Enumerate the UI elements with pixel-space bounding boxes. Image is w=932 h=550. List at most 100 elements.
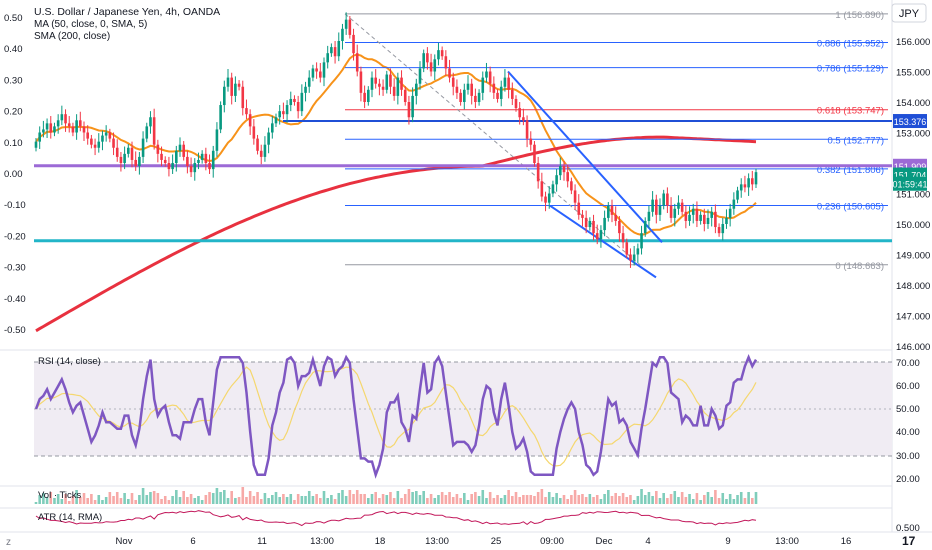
candle-body xyxy=(289,98,293,106)
candle-body xyxy=(710,211,713,218)
candle-body xyxy=(632,254,636,261)
candle-body xyxy=(603,217,606,231)
candle-body xyxy=(562,166,566,173)
volume-bar xyxy=(127,499,130,504)
candle-body xyxy=(34,141,38,148)
volume-bar xyxy=(680,492,684,504)
volume-bar xyxy=(695,493,699,504)
volume-bar xyxy=(592,497,595,504)
volume-bar xyxy=(655,491,658,504)
candle-body xyxy=(138,156,141,167)
candle-body xyxy=(101,135,104,142)
candle-body xyxy=(725,217,728,224)
volume-bar xyxy=(352,494,355,504)
candle-body xyxy=(459,92,462,102)
timezone-icon[interactable]: z xyxy=(6,537,11,548)
volume-bar xyxy=(348,490,352,504)
volume-bar xyxy=(112,496,115,504)
candle-body xyxy=(651,199,654,212)
candle-body xyxy=(337,41,341,57)
candle-body xyxy=(732,199,736,209)
candle-body xyxy=(49,123,53,133)
volume-bar xyxy=(252,496,256,504)
volume-bar xyxy=(396,491,400,504)
volume-bar xyxy=(319,498,322,504)
volume-bar xyxy=(300,496,304,504)
rsi-tick-label: 60.00 xyxy=(896,381,920,392)
candle-body xyxy=(407,102,411,118)
fib-level-label: 0 (148.663) xyxy=(835,261,884,272)
sma-indicator-label: SMA (200, close) xyxy=(34,31,110,42)
x-tick-label: 16 xyxy=(841,536,852,547)
currency-button[interactable] xyxy=(891,3,927,23)
volume-bar xyxy=(736,495,739,504)
candle-body xyxy=(67,123,71,127)
volume-bar xyxy=(197,496,200,504)
volume-bar xyxy=(163,496,167,504)
candle-body xyxy=(588,220,592,228)
volume-bar xyxy=(263,493,267,504)
volume-bar xyxy=(149,492,152,504)
atr-axis-value: 0.500 xyxy=(896,523,920,534)
candle-body xyxy=(743,184,747,188)
candle-body xyxy=(97,141,101,148)
volume-bar xyxy=(714,490,717,504)
volume-bar xyxy=(241,487,245,504)
volume-bar xyxy=(559,498,562,504)
candle-body xyxy=(403,89,407,102)
volume-bar xyxy=(607,490,610,504)
volume-bar xyxy=(49,492,53,504)
volume-bar xyxy=(315,494,318,504)
volume-bar xyxy=(463,493,466,504)
percent-tick-label: 0.50 xyxy=(4,13,23,24)
candle-body xyxy=(577,202,581,215)
candle-body xyxy=(422,53,425,69)
candle-body xyxy=(647,211,651,221)
volume-bar xyxy=(230,491,233,504)
price-badge xyxy=(893,114,927,129)
candle-body xyxy=(285,105,289,115)
price-tick-label: 148.000 xyxy=(896,281,930,292)
volume-bar xyxy=(566,499,569,504)
volume-bar xyxy=(647,492,651,504)
volume-bar xyxy=(307,491,311,504)
volume-bar xyxy=(507,490,510,504)
candle-body xyxy=(108,132,112,139)
volume-bar xyxy=(555,493,558,504)
volume-bar xyxy=(237,497,241,504)
vol-pane-label: Vol · Ticks xyxy=(38,490,82,501)
fib-level-label: 0.5 (152.777) xyxy=(827,135,884,146)
volume-bar xyxy=(322,491,326,504)
candle-body xyxy=(215,129,219,151)
rsi-line xyxy=(34,354,758,479)
price-tick-label: 146.000 xyxy=(896,342,930,353)
volume-bar xyxy=(200,500,204,504)
candle-body xyxy=(570,181,573,191)
x-tick-label: 4 xyxy=(645,536,650,547)
candle-body xyxy=(544,196,547,203)
volume-bar xyxy=(666,498,669,504)
volume-bar xyxy=(400,498,403,504)
candle-body xyxy=(684,211,688,221)
volume-bar xyxy=(304,496,307,504)
candle-body xyxy=(267,132,270,145)
candle-body xyxy=(599,230,603,240)
fib-level-label: 0.786 (155.129) xyxy=(817,64,884,75)
volume-bar xyxy=(245,497,248,504)
candle-body xyxy=(326,53,329,63)
volume-bar xyxy=(271,495,274,504)
volume-bar xyxy=(440,492,444,504)
volume-bar xyxy=(296,494,300,504)
volume-bar xyxy=(182,491,185,504)
candle-body xyxy=(396,77,400,96)
candle-body xyxy=(178,144,182,151)
volume-bar xyxy=(488,492,492,504)
candle-body xyxy=(655,199,658,215)
volume-bar xyxy=(415,491,418,504)
volume-bar xyxy=(90,494,93,504)
candle-body xyxy=(374,77,377,84)
volume-bar xyxy=(134,500,137,504)
volume-bar xyxy=(119,498,123,504)
volume-bar xyxy=(175,490,178,504)
volume-bar xyxy=(503,495,507,504)
